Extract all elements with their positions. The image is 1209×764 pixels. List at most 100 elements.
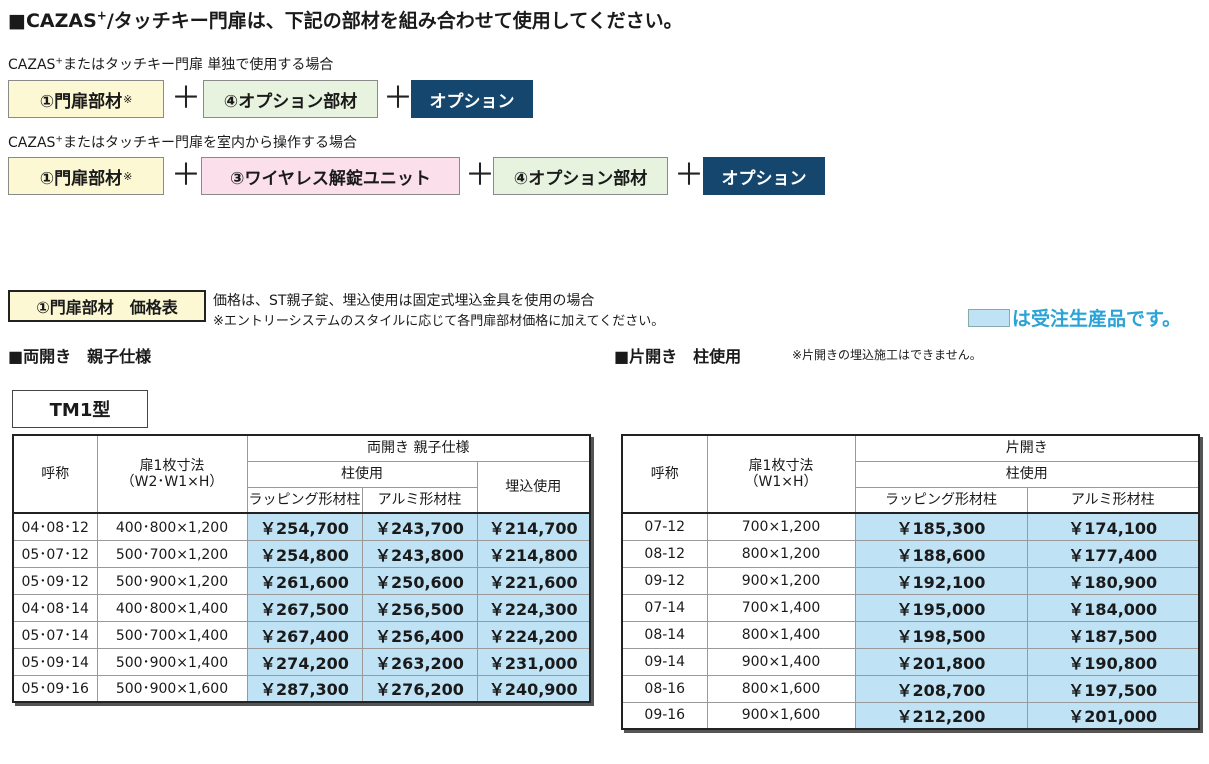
row-size: 500･700×1,200	[96, 539, 248, 568]
row-name: 05･09･16	[12, 674, 98, 703]
col-header-wrapping: ラッピング形材柱	[246, 486, 363, 514]
gate-parts-box: ①門扉部材 ※	[8, 80, 164, 118]
price-aluminum: ￥187,500	[1026, 620, 1200, 649]
plus-sign: ＋	[674, 158, 704, 193]
row-size: 800×1,400	[706, 620, 856, 649]
made-to-order-swatch	[968, 309, 1010, 327]
col-header-pillar: 柱使用	[854, 460, 1200, 488]
col-header-aluminum: アルミ形材柱	[361, 486, 478, 514]
option-box: オプション	[703, 157, 825, 195]
single-swing-price-table: 呼称 扉1枚寸法 （W1×H） 片開き 柱使用 ラッピング形材柱 アルミ形材柱 0…	[621, 434, 1200, 730]
col-header-size: 扉1枚寸法 （W1×H）	[706, 434, 856, 514]
option-box: オプション	[411, 80, 533, 118]
price-wrapping: ￥192,100	[854, 566, 1028, 595]
row-name: 05･07･12	[12, 539, 98, 568]
case1-caption: CAZAS+またはタッチキー門扉 単独で使用する場合	[8, 56, 334, 73]
row-size: 400･800×1,200	[96, 512, 248, 541]
table-row: 08-16 800×1,600 ￥208,700 ￥197,500	[621, 674, 1200, 703]
row-size: 900×1,200	[706, 566, 856, 595]
col-header-embed: 埋込使用	[476, 460, 591, 514]
price-wrapping: ￥274,200	[246, 647, 363, 676]
row-name: 05･09･12	[12, 566, 98, 595]
price-aluminum: ￥256,400	[361, 620, 478, 649]
plus-sign: ＋	[171, 81, 201, 116]
row-name: 09-12	[621, 566, 708, 595]
table-row: 09-14 900×1,400 ￥201,800 ￥190,800	[621, 647, 1200, 676]
price-wrapping: ￥185,300	[854, 512, 1028, 541]
price-wrapping: ￥195,000	[854, 593, 1028, 622]
price-aluminum: ￥184,000	[1026, 593, 1200, 622]
price-aluminum: ￥276,200	[361, 674, 478, 703]
price-aluminum: ￥177,400	[1026, 539, 1200, 568]
gate-parts-box: ①門扉部材 ※	[8, 157, 164, 195]
col-header-group: 両開き 親子仕様	[246, 434, 591, 462]
table-row: 04･08･14 400･800×1,400 ￥267,500 ￥256,500 ￥22…	[12, 593, 591, 622]
table-row: 09-16 900×1,600 ￥212,200 ￥201,000	[621, 701, 1200, 730]
price-wrapping: ￥201,800	[854, 647, 1028, 676]
row-name: 05･09･14	[12, 647, 98, 676]
option-parts-box: ④オプション部材	[493, 157, 668, 195]
price-wrapping: ￥212,200	[854, 701, 1028, 730]
table-row: 04･08･12 400･800×1,200 ￥254,700 ￥243,700 ￥21…	[12, 512, 591, 541]
single-swing-note: ※片開きの埋込施工はできません。	[792, 348, 982, 362]
table-row: 07-14 700×1,400 ￥195,000 ￥184,000	[621, 593, 1200, 622]
table-row: 05･09･16 500･900×1,600 ￥287,300 ￥276,200 ￥24…	[12, 674, 591, 703]
price-embed: ￥231,000	[476, 647, 591, 676]
table-row: 05･07･14 500･700×1,400 ￥267,400 ￥256,400 ￥22…	[12, 620, 591, 649]
price-aluminum: ￥256,500	[361, 593, 478, 622]
table-row: 09-12 900×1,200 ￥192,100 ￥180,900	[621, 566, 1200, 595]
wireless-unlock-unit-box: ③ワイヤレス解錠ユニット	[201, 157, 460, 195]
row-name: 09-16	[621, 701, 708, 730]
price-aluminum: ￥243,800	[361, 539, 478, 568]
price-embed: ￥221,600	[476, 566, 591, 595]
row-size: 800×1,600	[706, 674, 856, 703]
plus-sign: ＋	[171, 158, 201, 193]
table-row: 08-14 800×1,400 ￥198,500 ￥187,500	[621, 620, 1200, 649]
table-row: 07-12 700×1,200 ￥185,300 ￥174,100	[621, 512, 1200, 541]
plus-sign: ＋	[383, 81, 413, 116]
row-size: 500･900×1,400	[96, 647, 248, 676]
option-parts-box: ④オプション部材	[203, 80, 378, 118]
row-size: 900×1,600	[706, 701, 856, 730]
price-wrapping: ￥267,400	[246, 620, 363, 649]
price-wrapping: ￥254,700	[246, 512, 363, 541]
double-swing-title: ■両開き 親子仕様	[8, 347, 152, 366]
row-name: 04･08･12	[12, 512, 98, 541]
price-wrapping: ￥261,600	[246, 566, 363, 595]
price-aluminum: ￥243,700	[361, 512, 478, 541]
row-name: 09-14	[621, 647, 708, 676]
price-embed: ￥224,200	[476, 620, 591, 649]
price-aluminum: ￥250,600	[361, 566, 478, 595]
price-footnote: ※エントリーシステムのスタイルに応じて各門扉部材価格に加えてください。	[213, 314, 665, 329]
row-name: 08-16	[621, 674, 708, 703]
row-name: 07-14	[621, 593, 708, 622]
table-row: 08-12 800×1,200 ￥188,600 ￥177,400	[621, 539, 1200, 568]
price-note: 価格は、ST親子錠、埋込使用は固定式埋込金具を使用の場合	[213, 293, 595, 309]
row-name: 04･08･14	[12, 593, 98, 622]
model-label: TM1型	[12, 390, 148, 428]
price-wrapping: ￥287,300	[246, 674, 363, 703]
row-size: 800×1,200	[706, 539, 856, 568]
col-header-pillar: 柱使用	[246, 460, 478, 488]
price-embed: ￥214,800	[476, 539, 591, 568]
price-aluminum: ￥180,900	[1026, 566, 1200, 595]
table-row: 05･07･12 500･700×1,200 ￥254,800 ￥243,800 ￥21…	[12, 539, 591, 568]
price-embed: ￥214,700	[476, 512, 591, 541]
col-header-name: 呼称	[12, 434, 98, 514]
price-table-header: ①門扉部材 価格表	[8, 290, 206, 322]
col-header-aluminum: アルミ形材柱	[1026, 486, 1200, 514]
row-size: 500･700×1,400	[96, 620, 248, 649]
price-wrapping: ￥254,800	[246, 539, 363, 568]
col-header-size: 扉1枚寸法 （W2･W1×H）	[96, 434, 248, 514]
row-name: 07-12	[621, 512, 708, 541]
price-aluminum: ￥263,200	[361, 647, 478, 676]
plus-sign: ＋	[465, 158, 495, 193]
price-embed: ￥240,900	[476, 674, 591, 703]
row-name: 08-12	[621, 539, 708, 568]
price-aluminum: ￥201,000	[1026, 701, 1200, 730]
row-size: 400･800×1,400	[96, 593, 248, 622]
row-size: 500･900×1,200	[96, 566, 248, 595]
col-header-name: 呼称	[621, 434, 708, 514]
price-embed: ￥224,300	[476, 593, 591, 622]
row-name: 05･07･14	[12, 620, 98, 649]
